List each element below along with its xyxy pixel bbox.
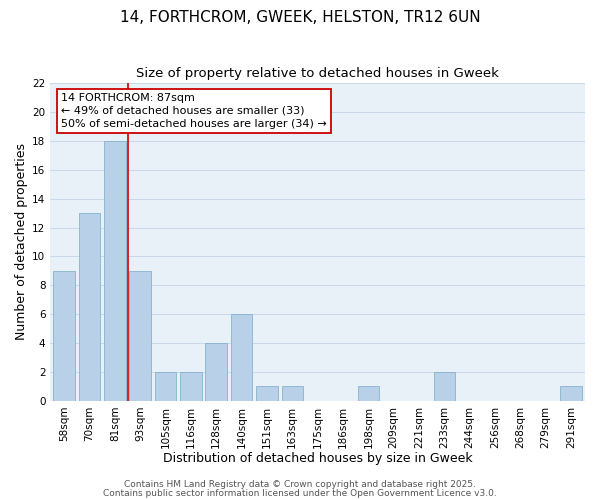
Bar <box>130 271 151 401</box>
Bar <box>53 271 75 401</box>
Bar <box>79 213 100 401</box>
Bar <box>104 141 125 401</box>
Bar <box>205 343 227 401</box>
Text: Contains public sector information licensed under the Open Government Licence v3: Contains public sector information licen… <box>103 488 497 498</box>
X-axis label: Distribution of detached houses by size in Gweek: Distribution of detached houses by size … <box>163 452 472 465</box>
Title: Size of property relative to detached houses in Gweek: Size of property relative to detached ho… <box>136 68 499 80</box>
Y-axis label: Number of detached properties: Number of detached properties <box>15 144 28 340</box>
Text: Contains HM Land Registry data © Crown copyright and database right 2025.: Contains HM Land Registry data © Crown c… <box>124 480 476 489</box>
Bar <box>231 314 253 401</box>
Text: 14 FORTHCROM: 87sqm
← 49% of detached houses are smaller (33)
50% of semi-detach: 14 FORTHCROM: 87sqm ← 49% of detached ho… <box>61 92 327 129</box>
Bar <box>281 386 303 401</box>
Bar <box>434 372 455 401</box>
Bar <box>180 372 202 401</box>
Bar <box>358 386 379 401</box>
Bar <box>155 372 176 401</box>
Text: 14, FORTHCROM, GWEEK, HELSTON, TR12 6UN: 14, FORTHCROM, GWEEK, HELSTON, TR12 6UN <box>119 10 481 25</box>
Bar <box>560 386 582 401</box>
Bar <box>256 386 278 401</box>
